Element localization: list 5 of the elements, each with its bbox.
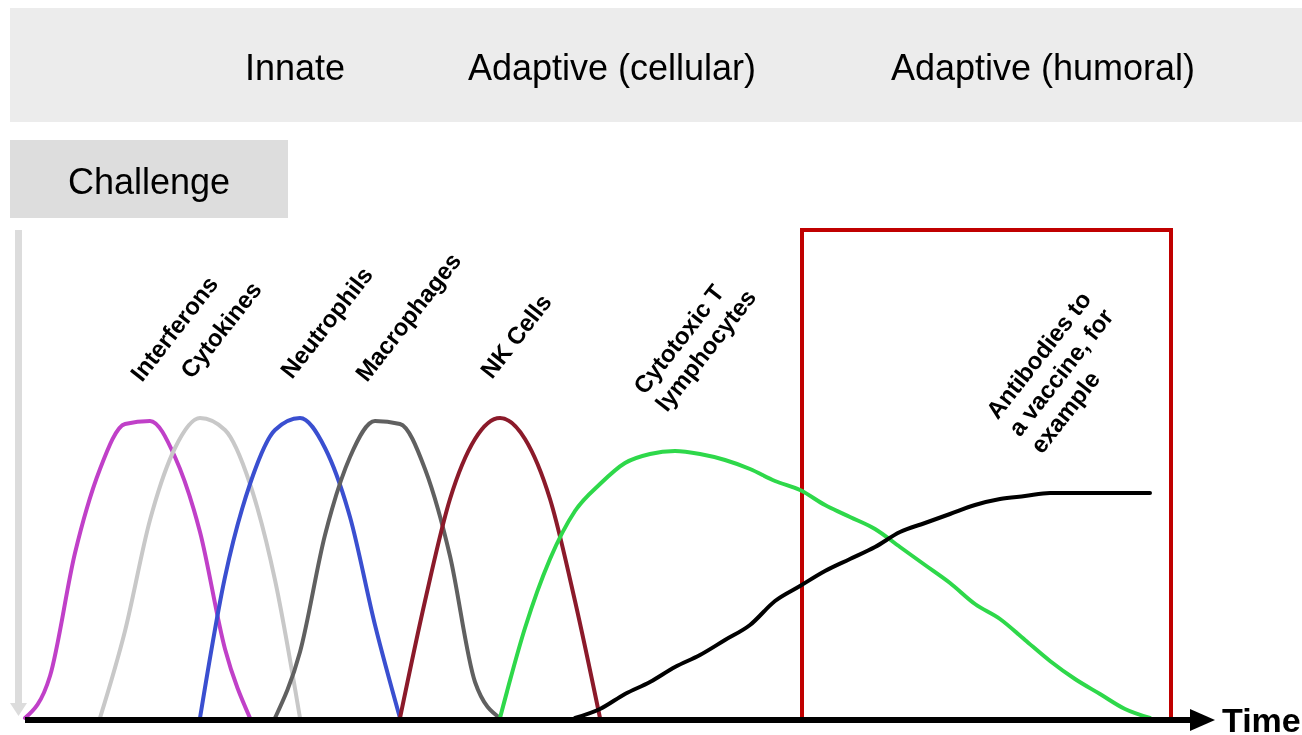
text: Innate xyxy=(244,47,346,88)
x-axis-title: Time xyxy=(1222,701,1301,735)
text: Adaptive (cellular) xyxy=(467,47,757,88)
text: Adaptive (humoral) xyxy=(890,47,1196,88)
text: Challenge xyxy=(67,161,231,202)
